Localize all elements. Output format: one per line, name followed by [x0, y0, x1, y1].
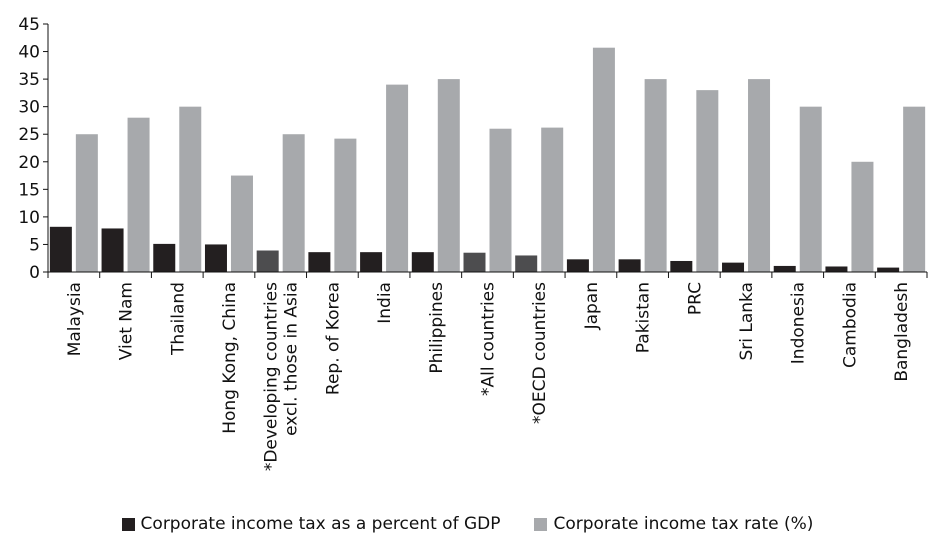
x-tick-label: Bangladesh: [892, 282, 912, 382]
bar-tax-rate: [592, 47, 615, 272]
bar-tax-rate: [230, 175, 253, 272]
x-tick-label: Indonesia: [789, 282, 809, 364]
bar-gdp-share: [256, 250, 279, 272]
x-tick-label: *Developing countriesexcl. those in Asia: [262, 282, 302, 471]
legend-label-gdp: Corporate income tax as a percent of GDP: [140, 514, 501, 534]
x-tick-label: Philippines: [427, 282, 447, 374]
x-tick-label: PRC: [685, 282, 705, 315]
bar-tax-rate: [127, 117, 150, 272]
x-tick-label: India: [375, 282, 395, 324]
y-tick-label: 5: [29, 235, 40, 255]
y-tick-label: 25: [18, 125, 40, 145]
x-tick-label: Thailand: [168, 282, 188, 356]
bar-gdp-share: [360, 252, 383, 272]
legend-swatch-gdp: [121, 517, 135, 531]
bar-tax-rate: [696, 90, 719, 272]
legend-swatch-rate: [534, 517, 548, 531]
x-tick-label: Japan: [582, 282, 602, 330]
bar-gdp-share: [773, 265, 796, 272]
y-tick-label: 40: [18, 43, 40, 63]
bar-gdp-share: [722, 262, 745, 272]
bar-gdp-share: [153, 243, 176, 272]
bar-tax-rate: [489, 128, 512, 272]
bar-gdp-share: [308, 252, 331, 272]
bar-tax-rate: [644, 79, 667, 272]
x-tick-label: *All countries: [479, 282, 499, 396]
bar-gdp-share: [877, 267, 900, 272]
bar-gdp-share: [49, 226, 72, 272]
bar-gdp-share: [670, 260, 693, 272]
x-tick-label: Cambodia: [840, 282, 860, 368]
y-tick-label: 0: [29, 263, 40, 283]
y-tick-label: 20: [18, 153, 40, 173]
bar-tax-rate: [179, 106, 202, 273]
bar-tax-rate: [75, 134, 98, 272]
bar-tax-rate: [541, 127, 564, 272]
bar-gdp-share: [825, 266, 848, 272]
x-tick-label: Pakistan: [634, 282, 654, 353]
bar-tax-rate: [282, 134, 305, 272]
x-tick-label: Malaysia: [65, 282, 85, 356]
bar-gdp-share: [463, 252, 486, 272]
y-tick-label: 15: [18, 180, 40, 200]
legend-item-gdp: Corporate income tax as a percent of GDP: [121, 514, 501, 534]
bar-gdp-share: [101, 228, 124, 272]
bar-gdp-share: [618, 259, 641, 272]
bar-gdp-share: [566, 259, 589, 272]
x-tick-label: Hong Kong, China: [220, 282, 240, 434]
legend: Corporate income tax as a percent of GDP…: [0, 514, 935, 534]
y-tick-label: 45: [18, 15, 40, 35]
x-tick-label: Rep. of Korea: [323, 282, 343, 395]
bar-tax-rate: [386, 84, 409, 272]
y-tick-label: 30: [18, 98, 40, 118]
bar-tax-rate: [748, 79, 771, 272]
legend-item-rate: Corporate income tax rate (%): [534, 514, 813, 534]
bar-tax-rate: [334, 138, 357, 272]
bar-tax-rate: [437, 79, 460, 272]
y-tick-label: 35: [18, 70, 40, 90]
bar-tax-rate: [799, 106, 822, 273]
bar-tax-rate: [851, 161, 874, 272]
x-tick-label: *OECD countries: [530, 282, 550, 424]
legend-label-rate: Corporate income tax rate (%): [553, 514, 814, 534]
bar-gdp-share: [411, 252, 434, 272]
bar-gdp-share: [515, 255, 538, 272]
bar-tax-rate: [903, 106, 926, 273]
y-tick-label: 10: [18, 208, 40, 228]
x-tick-label: Sri Lanka: [737, 282, 757, 361]
bar-gdp-share: [204, 244, 227, 272]
x-tick-label: Viet Nam: [117, 282, 137, 360]
